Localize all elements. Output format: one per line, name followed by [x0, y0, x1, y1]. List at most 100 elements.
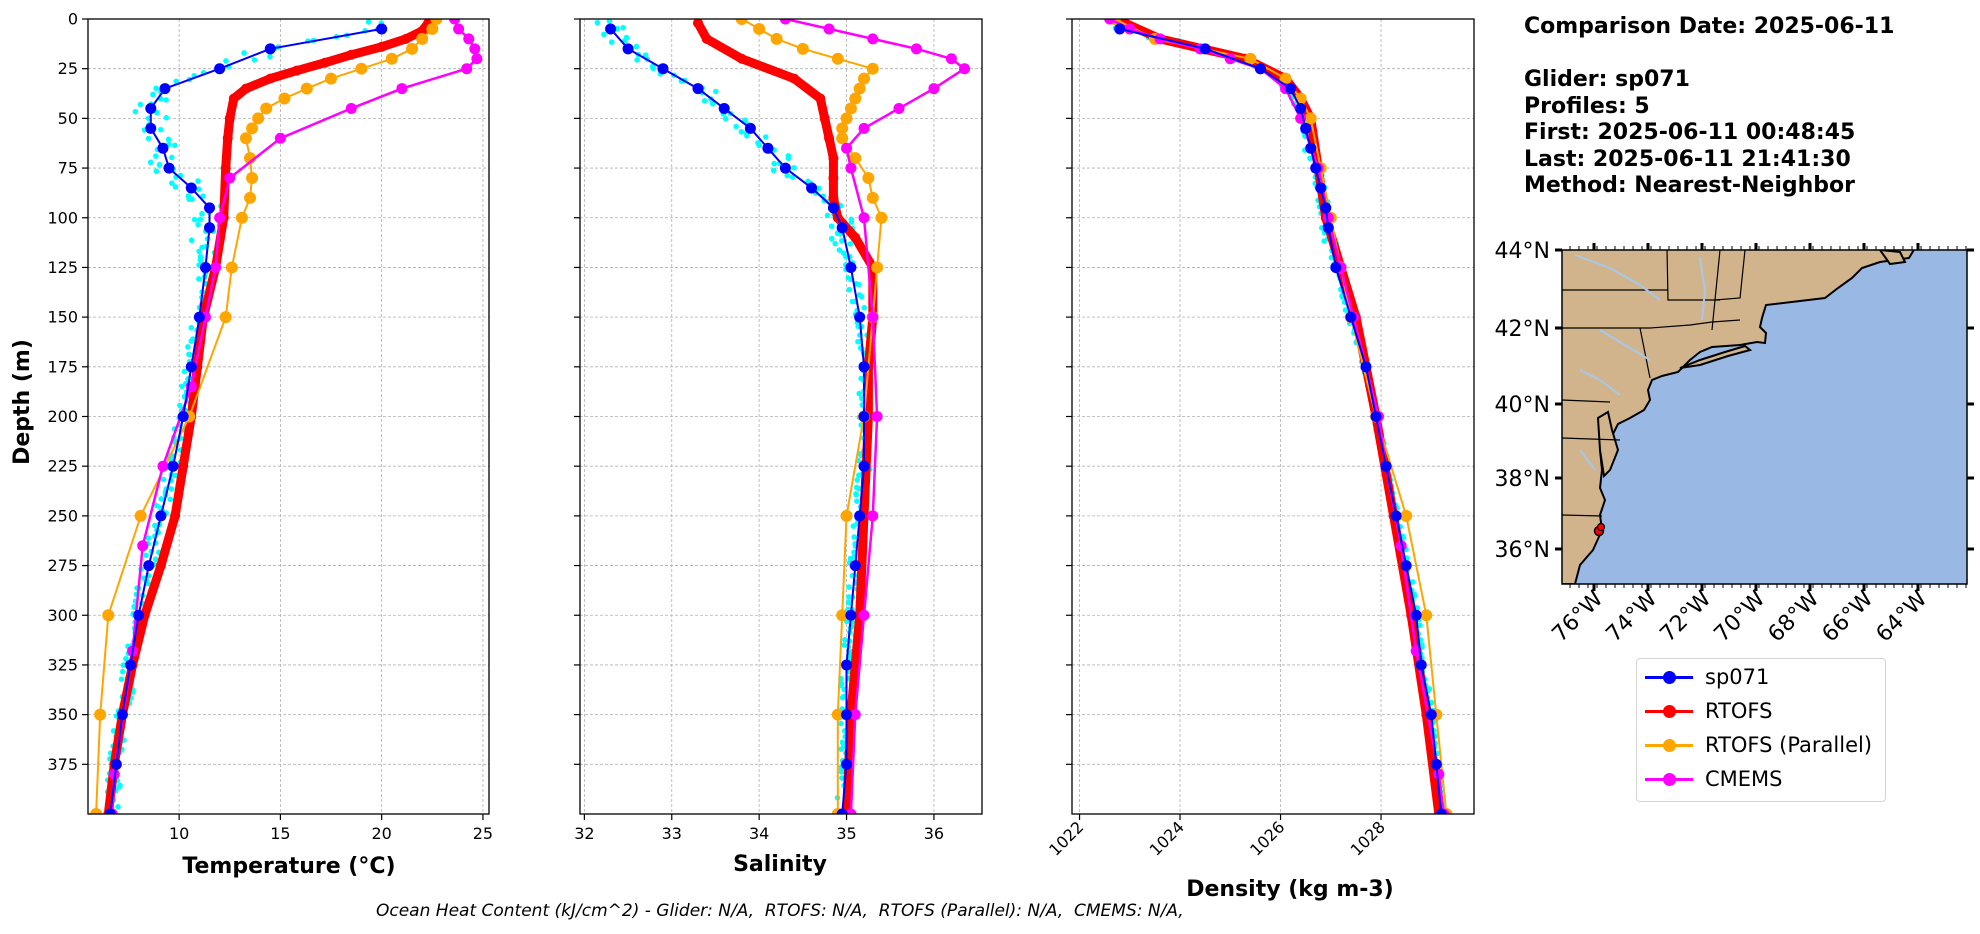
glider-raw-point [156, 161, 163, 168]
series-point-0 [116, 709, 128, 721]
series-point-2 [796, 42, 809, 55]
map-lon-label: 68°W [1764, 586, 1825, 647]
legend-item-rtofs: RTOFS [1637, 695, 1885, 729]
glider-raw-point [1342, 307, 1349, 313]
glider-raw-point [168, 486, 175, 492]
glider-raw-point [722, 115, 729, 122]
series-point-0 [622, 43, 634, 55]
y-tick-label: 50 [58, 109, 78, 128]
glider-raw-point [118, 676, 125, 682]
glider-raw-point [634, 57, 640, 63]
map-lon-label: 76°W [1548, 586, 1609, 647]
axes-mask-bottom [76, 814, 501, 834]
glider-raw-point [177, 402, 183, 409]
series-point-2 [246, 172, 259, 184]
series-point-0 [657, 63, 669, 75]
glider-raw-point [824, 212, 831, 219]
map-lat-label: 36°N [1495, 538, 1550, 563]
glider-raw-point [845, 599, 852, 606]
series-point-2 [325, 72, 338, 85]
y-tick-label: 100 [47, 208, 78, 227]
series-point-0 [155, 510, 167, 522]
series-point-1 [828, 153, 839, 164]
info-first: First: 2025-06-11 00:48:45 [1524, 120, 1856, 145]
glider-raw-point [365, 19, 372, 25]
x-tick-label: 32 [574, 824, 594, 843]
series-point-1 [346, 49, 357, 60]
series-point-0 [145, 122, 157, 134]
series-point-2 [355, 62, 368, 75]
series-point-3 [867, 510, 879, 522]
series-point-0 [845, 261, 857, 273]
glider-raw-point [145, 135, 152, 142]
glider-raw-point [609, 39, 615, 45]
series-point-0 [858, 361, 870, 373]
series-point-0 [159, 83, 171, 95]
series-point-2 [1279, 72, 1292, 85]
y-tick-label: 125 [47, 258, 78, 277]
series-point-0 [1320, 202, 1332, 214]
series-point-0 [1254, 63, 1266, 75]
series-point-0 [204, 202, 216, 214]
series-point-2 [858, 72, 871, 85]
series-point-1 [692, 17, 703, 28]
series-point-0 [1315, 182, 1327, 194]
series-point-2 [252, 112, 265, 125]
series-point-1 [701, 33, 712, 44]
glider-raw-point [755, 140, 761, 146]
series-point-0 [762, 142, 774, 154]
series-point-0 [167, 460, 179, 472]
glider-raw-point [200, 193, 206, 199]
axes-mask-bottom [568, 814, 994, 834]
y-tick-label: 275 [47, 556, 78, 575]
map-frame [1561, 249, 1968, 585]
map-state-borders [1562, 250, 1746, 517]
y-tick-label: 250 [47, 506, 78, 525]
glider-raw-point [119, 668, 126, 675]
series-line-1 [1122, 18, 1444, 815]
series-point-2 [219, 311, 232, 324]
glider-raw-point [145, 580, 151, 587]
glider-raw-point [620, 24, 627, 31]
series-point-1 [224, 113, 235, 124]
series-point-0 [193, 311, 205, 323]
comparison-info: Comparison Date: 2025-06-11 Glider: sp07… [1524, 14, 1894, 200]
series-point-2 [134, 509, 147, 522]
glider-raw-point [851, 534, 858, 540]
series-point-3 [823, 23, 835, 35]
glider-raw-point [855, 485, 862, 492]
glider-raw-point [196, 276, 202, 282]
glider-raw-point [815, 185, 822, 192]
ylabel-depth: Depth (m) [10, 339, 35, 465]
y-tick-label: 325 [47, 655, 78, 674]
glider-raw-point [1417, 622, 1423, 629]
series-point-0 [806, 182, 818, 194]
series-point-2 [1304, 112, 1317, 125]
series-point-1 [376, 41, 387, 52]
glider-raw-point [791, 164, 797, 171]
series-point-2 [831, 708, 844, 721]
glider-raw-point [846, 286, 853, 293]
series-point-0 [718, 102, 730, 114]
series-point-0 [1425, 709, 1437, 721]
map-lon-label: 64°W [1872, 586, 1933, 647]
info-glider: Glider: sp071 [1524, 67, 1690, 92]
series-point-0 [110, 758, 122, 770]
map-lat-label: 38°N [1495, 467, 1550, 492]
series-point-2 [866, 191, 879, 204]
glider-raw-point [733, 123, 739, 130]
series-point-2 [385, 52, 398, 65]
axes-mask-top [1060, 0, 1486, 19]
glider-raw-point [241, 50, 247, 56]
x-tick-label: 25 [473, 824, 493, 843]
axes-mask-right [1474, 19, 1486, 814]
series-point-2 [278, 92, 291, 105]
series-point-3 [858, 609, 870, 621]
glider-raw-point [771, 160, 777, 167]
glider-raw-point [633, 43, 640, 50]
series-point-0 [1310, 162, 1322, 174]
map-lat-label: 44°N [1495, 239, 1550, 264]
series-point-2 [836, 609, 849, 622]
legend-marker [1663, 705, 1676, 718]
